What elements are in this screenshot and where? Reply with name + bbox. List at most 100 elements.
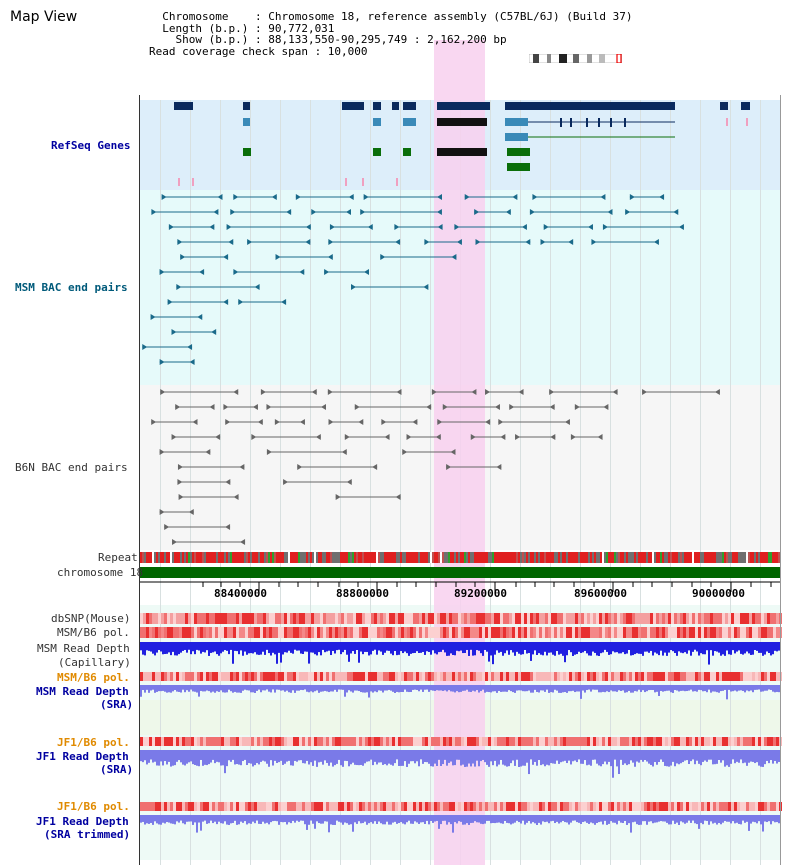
jf1-depth-trim-bar xyxy=(194,815,196,823)
repeat-segment xyxy=(624,552,626,563)
jf1-pol-strip xyxy=(605,802,608,811)
track-label-jf1-depth-trim[interactable]: JF1 Read Depth xyxy=(36,815,129,828)
jf1-depth-sra-bar xyxy=(748,750,750,763)
msm-depth-capillary-bar xyxy=(154,642,156,656)
dbsnp-strip xyxy=(488,613,491,624)
msm-depth-sra-bar xyxy=(248,685,250,691)
jf1-depth-trim-bar xyxy=(294,815,296,823)
b6n-bac-pair-end xyxy=(328,419,334,425)
jf1-depth-sra-bar xyxy=(260,750,262,762)
track-label-jf1-depth-sra[interactable]: JF1 Read Depth xyxy=(36,750,129,763)
jf1-pol-strip xyxy=(641,737,644,746)
msm-depth-capillary-bar xyxy=(722,642,724,655)
track-label-chromosome[interactable]: chromosome 18 xyxy=(57,566,144,579)
repeat-segment xyxy=(366,552,368,563)
msm-pol-strip xyxy=(389,672,392,681)
track-label-msm-depth-sra[interactable]: MSM Read Depth xyxy=(36,685,129,698)
dbsnp-strip xyxy=(548,613,551,624)
jf1-pol-strip xyxy=(569,737,572,746)
jf1-pol-strip xyxy=(446,802,449,811)
jf1-pol-strip xyxy=(281,802,284,811)
msm-depth-capillary-bar xyxy=(554,642,556,656)
msm-depth-sra-bar xyxy=(422,685,424,692)
track-label-jf1-pol-2[interactable]: JF1/B6 pol. xyxy=(57,800,130,813)
track-label-dbsnp[interactable]: dbSNP(Mouse) xyxy=(51,612,131,625)
msm-pol-strip xyxy=(236,672,239,681)
msm-pol-strip xyxy=(404,627,407,638)
dbsnp-strip xyxy=(617,613,620,624)
jf1-pol-strip xyxy=(755,802,758,811)
jf1-depth-sra-bar xyxy=(230,750,232,762)
jf1-depth-trim-bar xyxy=(456,815,458,824)
msm-depth-sra-bar xyxy=(232,685,234,693)
msm-depth-capillary-bar xyxy=(382,642,384,655)
jf1-depth-trim-bar xyxy=(774,815,776,823)
msm-depth-capillary-bar xyxy=(210,642,212,653)
jf1-depth-trim-bar xyxy=(344,815,346,823)
dbsnp-strip xyxy=(542,613,545,624)
jf1-pol-strip xyxy=(740,737,743,746)
jf1-pol-strip xyxy=(629,802,632,811)
dbsnp-strip xyxy=(509,613,512,624)
track-label-refseq[interactable]: RefSeq Genes xyxy=(51,139,131,152)
jf1-depth-trim-bar xyxy=(712,815,714,824)
repeat-segment xyxy=(728,552,730,563)
jf1-pol-strip xyxy=(362,802,365,811)
msm-depth-sra-bar xyxy=(574,685,576,693)
b6n-bac-pair-end xyxy=(266,404,272,410)
msm-depth-sra-bar xyxy=(642,685,644,691)
msm-depth-sra-bar xyxy=(650,685,652,690)
msm-depth-capillary-bar xyxy=(464,642,466,653)
track-label-repeat[interactable]: Repeat xyxy=(98,551,138,564)
msm-bac-pair-end xyxy=(454,224,460,230)
msm-depth-sra-bar xyxy=(498,685,500,691)
msm-depth-sra-bar xyxy=(208,685,210,692)
msm-depth-capillary-bar xyxy=(616,642,618,653)
msm-depth-capillary-bar xyxy=(272,642,274,653)
jf1-depth-trim-bar xyxy=(164,815,166,824)
jf1-depth-trim-bar xyxy=(312,815,314,824)
msm-bac-pair-end xyxy=(456,239,462,245)
jf1-depth-trim-bar xyxy=(600,815,602,822)
jf1-depth-sra-bar xyxy=(254,750,256,766)
repeat-segment xyxy=(302,552,304,563)
msm-depth-capillary-bar xyxy=(374,642,376,650)
msm-depth-capillary-bar xyxy=(186,642,188,653)
msm-depth-sra-bar xyxy=(448,685,450,691)
dbsnp-strip xyxy=(770,613,773,624)
jf1-pol-strip xyxy=(734,737,737,746)
dbsnp-strip xyxy=(527,613,530,624)
msm-bac-pair-end xyxy=(209,224,215,230)
track-label-msm-pol-2[interactable]: MSM/B6 pol. xyxy=(57,671,130,684)
jf1-pol-strip xyxy=(680,737,683,746)
chromosome-ideogram[interactable] xyxy=(529,54,622,63)
jf1-depth-trim-bar xyxy=(728,815,730,822)
track-label-msm-pol-1[interactable]: MSM/B6 pol. xyxy=(57,626,130,639)
jf1-depth-trim-bar xyxy=(404,815,406,825)
msm-depth-capillary-bar xyxy=(158,642,160,651)
track-label-msm-depth-cap[interactable]: MSM Read Depth xyxy=(37,642,130,655)
msm-depth-sra-bar xyxy=(576,685,578,692)
jf1-depth-sra-bar xyxy=(540,750,542,766)
jf1-pol-strip xyxy=(242,737,245,746)
msm-pol-strip xyxy=(767,672,770,681)
dbsnp-strip xyxy=(755,613,758,624)
jf1-pol-strip xyxy=(482,737,485,746)
msm-depth-capillary-bar xyxy=(776,642,778,652)
jf1-pol-strip xyxy=(620,737,623,746)
jf1-pol-strip xyxy=(401,737,404,746)
msm-pol-strip xyxy=(467,627,470,638)
msm-pol-strip xyxy=(707,627,710,638)
jf1-depth-trim-bar xyxy=(406,815,408,823)
msm-depth-sra-bar xyxy=(388,685,390,690)
jf1-depth-trim-bar xyxy=(630,815,632,833)
dbsnp-strip xyxy=(449,613,452,624)
jf1-depth-sra-bar xyxy=(768,750,770,764)
track-label-jf1-pol-1[interactable]: JF1/B6 pol. xyxy=(57,736,130,749)
jf1-depth-trim-bar xyxy=(670,815,672,825)
dbsnp-strip xyxy=(197,613,200,624)
jf1-depth-sra-bar xyxy=(306,750,308,761)
track-label-msm-bac[interactable]: MSM BAC end pairs xyxy=(15,281,128,294)
track-label-b6n-bac[interactable]: B6N BAC end pairs xyxy=(15,461,128,474)
